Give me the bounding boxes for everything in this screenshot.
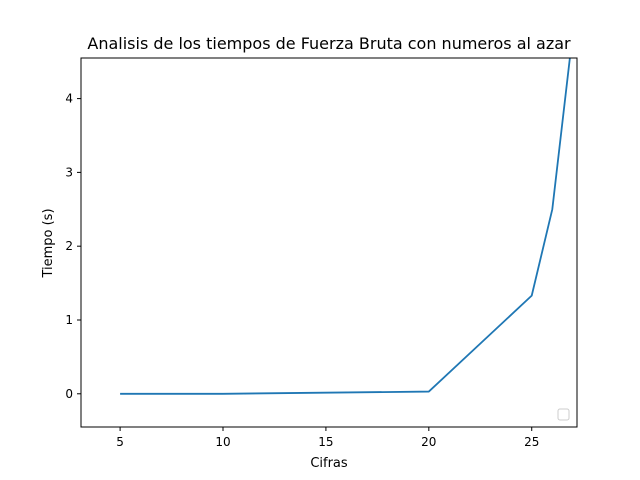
x-axis-label: Cifras: [310, 456, 348, 471]
y-axis-label: Tiempo (s): [41, 208, 56, 278]
series-line: [120, 58, 571, 395]
y-tick-label: 2: [65, 239, 73, 253]
x-tick-label: 15: [318, 435, 333, 449]
plot-area: [81, 58, 577, 427]
y-tick-label: 0: [65, 387, 73, 401]
x-tick-label: 25: [524, 435, 539, 449]
plot-frame: [80, 57, 578, 428]
x-tick-label: 5: [116, 435, 124, 449]
y-tick-label: 3: [65, 165, 73, 179]
x-axis-ticks: 5 10 15 20 25: [116, 427, 539, 449]
x-tick-label: 20: [421, 435, 436, 449]
series-layer: [120, 58, 571, 395]
x-tick-label: 10: [215, 435, 230, 449]
y-axis-ticks: 0 1 2 3 4: [65, 92, 81, 401]
chart-title: Analisis de los tiempos de Fuerza Bruta …: [87, 34, 571, 53]
legend-box: [557, 408, 570, 421]
y-tick-label: 4: [65, 92, 73, 106]
y-tick-label: 1: [65, 313, 73, 327]
